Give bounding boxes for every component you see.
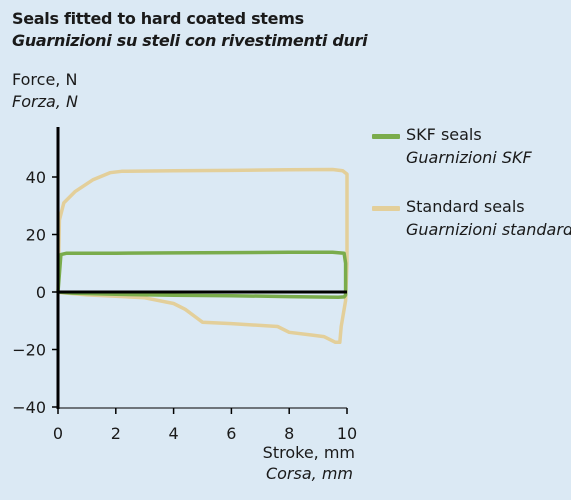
series-line-standard xyxy=(56,167,349,345)
y-axis-label: Force, N xyxy=(12,70,78,89)
y-tick-label: −40 xyxy=(12,398,46,417)
legend-swatch-standard xyxy=(372,206,400,211)
y-tick-label: 0 xyxy=(36,283,46,302)
legend-swatch-skf xyxy=(372,134,400,139)
x-tick-label: 0 xyxy=(53,424,63,443)
x-tick-label: 2 xyxy=(111,424,121,443)
x-tick-label: 4 xyxy=(169,424,179,443)
chart-subtitle: Guarnizioni su steli con rivestimenti du… xyxy=(12,31,368,50)
legend-label-skf-italian: Guarnizioni SKF xyxy=(406,148,532,167)
ticks-layer: −40 −20 0 20 40 0 2 4 6 8 10 xyxy=(12,168,357,443)
axes-layer xyxy=(56,127,347,409)
y-axis-label-italian: Forza, N xyxy=(12,92,78,111)
y-tick-label: 40 xyxy=(26,168,46,187)
series-layer xyxy=(56,167,349,345)
x-tick-label: 8 xyxy=(284,424,294,443)
y-tick-label: 20 xyxy=(26,226,46,245)
legend-label-standard-italian: Guarnizioni standard xyxy=(406,220,571,239)
y-tick-label: −20 xyxy=(12,341,46,360)
x-axis-label-italian: Corsa, mm xyxy=(265,464,353,483)
x-tick-label: 6 xyxy=(226,424,236,443)
legend-label-skf: SKF seals xyxy=(406,125,482,144)
chart-title: Seals fitted to hard coated stems xyxy=(12,9,304,28)
legend-label-standard: Standard seals xyxy=(406,197,525,216)
x-tick-label: 10 xyxy=(337,424,357,443)
x-axis-label: Stroke, mm xyxy=(262,443,355,462)
series-line-skf xyxy=(56,250,348,299)
